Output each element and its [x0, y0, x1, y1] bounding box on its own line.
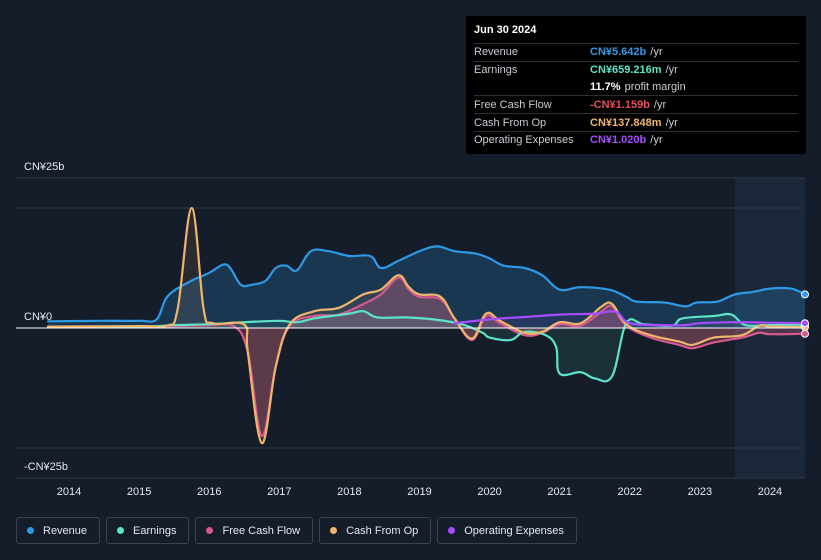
legend-label: Cash From Op	[346, 524, 419, 537]
x-tick-label: 2014	[57, 486, 81, 498]
tooltip-row-earnings: Earnings CN¥659.216m /yr	[474, 60, 798, 79]
tooltip-unit: /yr	[653, 98, 667, 111]
tooltip-unit: /yr	[665, 116, 678, 129]
x-tick-label: 2022	[618, 486, 642, 498]
legend-dot-icon	[448, 527, 456, 534]
legend-item-earnings[interactable]: Earnings	[106, 517, 190, 544]
tooltip-value: -CN¥1.159b	[590, 98, 650, 111]
legend-label: Free Cash Flow	[222, 524, 301, 537]
x-tick-label: 2021	[547, 486, 571, 498]
tooltip-label: Operating Expenses	[474, 134, 574, 147]
series-area-operating-expenses	[454, 311, 805, 328]
tooltip-value: CN¥5.642b	[590, 46, 647, 59]
series-line-revenue	[46, 245, 807, 323]
series-area-free-cash-flow	[48, 277, 805, 437]
x-tick-label: 2020	[477, 486, 501, 498]
y-tick-label-top: CN¥25b	[24, 161, 64, 173]
tooltip-row-profit-margin: 11.7% profit margin	[474, 79, 798, 96]
series-end-marker-operating-expenses	[801, 319, 809, 328]
tooltip-value: CN¥137.848m	[590, 116, 662, 129]
tooltip-row-cash-from-op: Cash From Op CN¥137.848m /yr	[474, 113, 798, 131]
x-tick-label: 2019	[407, 486, 431, 498]
tooltip-date: Jun 30 2024	[474, 24, 537, 36]
legend-label: Earnings	[133, 524, 177, 537]
tooltip-unit: /yr	[665, 64, 678, 77]
x-tick-label: 2016	[197, 486, 221, 498]
legend-item-revenue[interactable]: Revenue	[16, 517, 101, 544]
legend-item-free-cash-flow[interactable]: Free Cash Flow	[195, 517, 314, 544]
tooltip-label: Earnings	[474, 64, 518, 77]
y-tick-label-zero: CN¥0	[24, 311, 52, 323]
tooltip-unit: /yr	[650, 134, 663, 147]
tooltip-row-operating-expenses: Operating Expenses CN¥1.020b /yr	[474, 130, 798, 149]
x-tick-label: 2015	[127, 486, 151, 498]
legend-item-operating-expenses[interactable]: Operating Expenses	[437, 517, 577, 544]
legend-item-cash-from-op[interactable]: Cash From Op	[319, 517, 432, 544]
x-tick-label: 2018	[337, 486, 361, 498]
series-end-marker-revenue	[801, 290, 809, 299]
series-area-cash-from-op	[48, 208, 805, 444]
tooltip-value: CN¥1.020b	[590, 134, 647, 147]
tooltip-label: Free Cash Flow	[474, 98, 552, 111]
legend-dot-icon	[117, 527, 125, 534]
tooltip: Jun 30 2024 Revenue CN¥5.642b /yr Earnin…	[466, 16, 806, 154]
legend-dot-icon	[206, 527, 214, 534]
tooltip-row-revenue: Revenue CN¥5.642b /yr	[474, 43, 798, 61]
legend-dot-icon	[330, 527, 338, 534]
x-tick-label: 2017	[267, 486, 291, 498]
legend-label: Operating Expenses	[464, 524, 564, 537]
tooltip-unit: profit margin	[624, 80, 686, 93]
series-line-cash-from-op	[46, 206, 807, 445]
legend-dot-icon	[27, 527, 34, 534]
series-line-earnings	[46, 309, 807, 383]
x-tick-label: 2024	[758, 486, 782, 498]
y-tick-label-bottom: -CN¥25b	[24, 461, 68, 473]
tooltip-unit: /yr	[650, 46, 663, 59]
x-tick-label: 2023	[688, 486, 712, 498]
series-end-marker-free-cash-flow	[801, 329, 809, 338]
series-line-operating-expenses	[453, 310, 807, 327]
tooltip-label: Revenue	[474, 46, 519, 59]
tooltip-value: CN¥659.216m	[590, 64, 662, 77]
legend-label: Revenue	[43, 524, 88, 537]
tooltip-row-free-cash-flow: Free Cash Flow -CN¥1.159b /yr	[474, 95, 798, 113]
tooltip-value: 11.7%	[590, 80, 621, 93]
legend: Revenue Earnings Free Cash Flow Cash Fro…	[16, 517, 577, 544]
tooltip-label: Cash From Op	[474, 116, 547, 129]
